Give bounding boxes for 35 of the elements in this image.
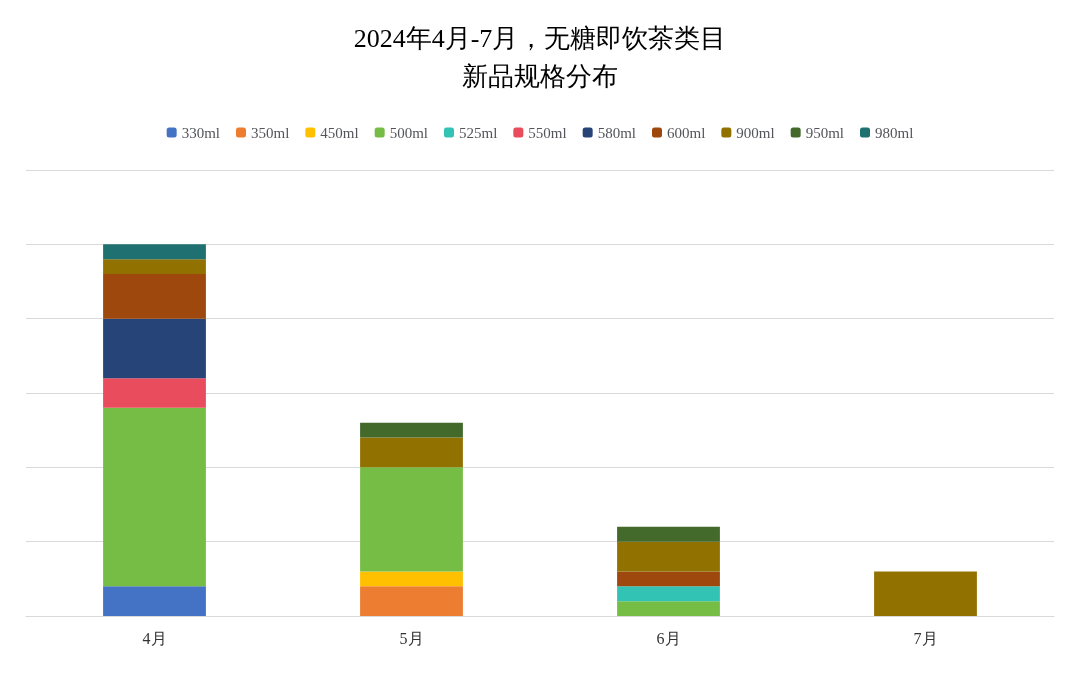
legend-label: 330ml xyxy=(181,124,220,141)
legend-label: 580ml xyxy=(597,124,637,141)
legend-label: 350ml xyxy=(250,124,290,141)
bar xyxy=(360,422,463,438)
x-tick-label: 7月 xyxy=(913,629,938,647)
legend-label: 900ml xyxy=(736,124,775,141)
bar xyxy=(360,467,463,572)
legend-label: 550ml xyxy=(528,124,567,141)
legend-label: 500ml xyxy=(389,124,429,141)
bar xyxy=(617,526,720,542)
x-tick-label: 5月 xyxy=(399,629,424,647)
bar xyxy=(360,586,463,616)
legend-label: 600ml xyxy=(667,124,706,141)
bar xyxy=(103,259,206,275)
legend-label: 950ml xyxy=(805,124,845,141)
bar xyxy=(617,586,720,602)
bar xyxy=(360,571,463,587)
chart-title: 2024年4月-7月，无糖即饮茶类目 xyxy=(353,23,727,53)
x-tick-label: 4月 xyxy=(142,629,167,647)
bar xyxy=(360,437,463,468)
bar xyxy=(103,318,206,379)
legend-label: 525ml xyxy=(459,124,498,141)
bar xyxy=(874,571,977,616)
bar xyxy=(103,586,206,616)
bar xyxy=(103,378,206,408)
bar xyxy=(617,601,720,616)
chart-subtitle: 新品规格分布 xyxy=(462,61,618,91)
bar xyxy=(617,541,720,572)
x-tick-label: 6月 xyxy=(656,629,681,647)
legend-label: 980ml xyxy=(875,124,914,141)
bar xyxy=(103,274,206,319)
bar xyxy=(103,407,206,587)
legend-label: 450ml xyxy=(320,124,359,141)
bar xyxy=(103,244,206,260)
bar xyxy=(617,571,720,587)
